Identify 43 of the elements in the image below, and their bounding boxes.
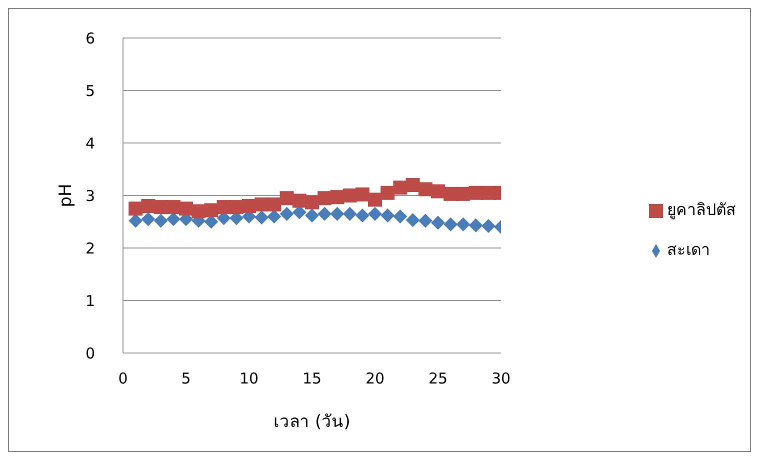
y-tick-label: 5 — [85, 82, 95, 100]
legend-label: ยูคาลิปตัส — [667, 200, 736, 219]
point — [406, 213, 420, 228]
point — [280, 206, 294, 221]
y-axis-title: pH — [56, 184, 76, 208]
point — [128, 214, 143, 228]
x-tick-label: 10 — [239, 370, 259, 388]
x-tick-label: 0 — [118, 370, 128, 388]
point — [141, 212, 156, 226]
point — [431, 216, 445, 230]
x-tick-label: 20 — [365, 370, 385, 388]
point — [380, 186, 395, 200]
point — [368, 206, 382, 221]
y-tick-label: 1 — [85, 292, 95, 310]
point — [254, 210, 269, 225]
point — [380, 208, 395, 222]
point — [330, 206, 344, 221]
x-tick-label: 5 — [181, 370, 191, 388]
x-axis-title: เวลา (วัน) — [274, 412, 350, 432]
point — [342, 206, 357, 221]
point — [368, 192, 382, 207]
point — [355, 208, 370, 222]
y-tick-label: 2 — [85, 239, 95, 258]
point — [154, 214, 168, 228]
y-tick-label: 6 — [85, 29, 95, 48]
point — [456, 217, 470, 232]
point — [481, 218, 496, 233]
point — [166, 212, 180, 226]
point — [444, 217, 458, 232]
y-tick-label: 0 — [85, 344, 95, 362]
point — [468, 218, 483, 232]
point — [305, 208, 319, 222]
point — [128, 202, 143, 216]
legend-label: สะเดา — [667, 240, 710, 259]
point — [267, 210, 282, 224]
y-tick-label: 3 — [85, 186, 95, 205]
x-tick-label: 30 — [491, 370, 511, 388]
point — [318, 206, 332, 221]
x-tick-label: 15 — [302, 370, 322, 388]
point — [393, 210, 408, 224]
y-tick-label: 4 — [85, 134, 95, 152]
x-tick-label: 25 — [428, 370, 448, 388]
point — [418, 214, 432, 228]
